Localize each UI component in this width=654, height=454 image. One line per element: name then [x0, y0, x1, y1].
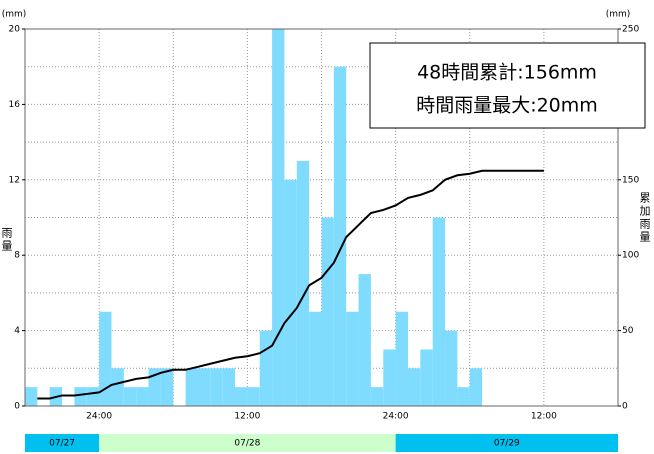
bar — [333, 66, 347, 406]
bar — [469, 368, 483, 406]
y2-tick-label: 250 — [622, 25, 639, 35]
x-tick-label: 12:00 — [531, 412, 557, 422]
y-tick-label: 8 — [14, 251, 20, 261]
bar — [358, 274, 371, 406]
bar — [235, 387, 248, 406]
bar — [321, 217, 334, 406]
y-tick-label: 0 — [14, 402, 20, 412]
y-tick-label: 20 — [9, 25, 21, 35]
bar — [136, 387, 149, 406]
bar — [247, 387, 260, 406]
cumulative-line — [37, 169, 544, 400]
y2-tick-label: 100 — [622, 251, 639, 261]
x-tick-label: 24:00 — [383, 412, 409, 422]
bar — [259, 330, 273, 406]
bar — [222, 368, 236, 406]
y2-tick-label: 0 — [622, 402, 628, 412]
bar — [185, 368, 198, 406]
bar — [272, 29, 285, 406]
date-band — [395, 434, 618, 452]
bar — [25, 387, 38, 406]
annotation: 48時間累計:156mm — [417, 62, 597, 84]
plot-frame — [24, 28, 619, 407]
bar — [160, 368, 174, 406]
annotation: 時間雨量最大:20mm — [416, 95, 598, 117]
bar — [296, 160, 310, 406]
x-tick-label: 24:00 — [86, 412, 112, 422]
bar — [395, 311, 408, 406]
bar — [123, 387, 137, 406]
bar — [284, 179, 297, 406]
bar — [407, 368, 421, 406]
date-band — [25, 434, 100, 452]
bar — [197, 368, 211, 406]
y-tick-label: 4 — [14, 326, 20, 336]
bar — [383, 349, 396, 406]
y2-axis-label: 累加雨量 — [640, 192, 651, 244]
bar — [111, 368, 124, 406]
bar — [445, 330, 458, 406]
bar — [370, 387, 384, 406]
bar — [210, 368, 223, 406]
bar — [420, 349, 433, 406]
bar — [346, 311, 359, 406]
bar — [86, 387, 100, 406]
bar — [432, 217, 446, 406]
date-label: 07/28 — [234, 439, 260, 449]
bar — [99, 311, 112, 406]
y2-unit: (mm) — [606, 10, 631, 20]
date-label: 07/29 — [494, 439, 520, 449]
y2-tick-label: 50 — [622, 326, 634, 336]
y2-tick-label: 150 — [622, 175, 639, 185]
y-tick-label: 16 — [9, 100, 21, 110]
y-unit: (mm) — [2, 10, 27, 20]
date-label: 07/27 — [49, 439, 75, 449]
x-tick-label: 12:00 — [234, 412, 260, 422]
bar — [309, 311, 322, 406]
annotation-box — [369, 42, 646, 129]
y-axis-label: 雨量 — [2, 227, 13, 253]
bar — [148, 368, 161, 406]
bar — [457, 387, 470, 406]
bar — [74, 387, 87, 406]
y-tick-label: 12 — [9, 175, 20, 185]
date-band — [99, 434, 396, 452]
